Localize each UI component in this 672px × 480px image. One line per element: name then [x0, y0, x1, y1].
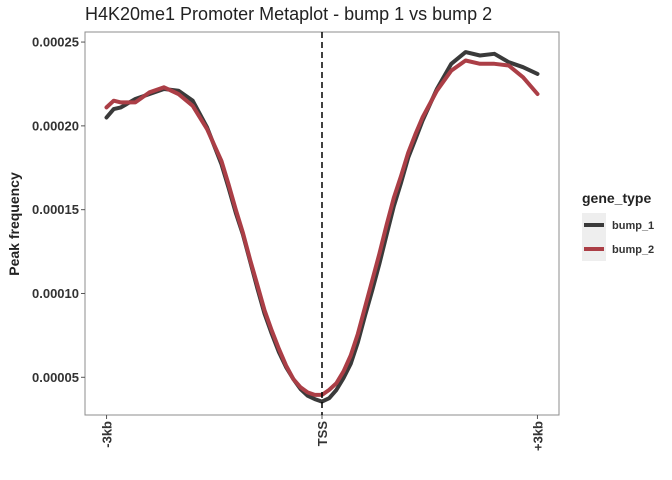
y-tick-label: 0.00025: [32, 35, 79, 50]
y-axis-title: Peak frequency: [6, 172, 22, 276]
legend-label-bump-2: bump_2: [612, 244, 654, 256]
legend-label-bump-1: bump_1: [612, 220, 654, 232]
y-tick-label: 0.00005: [32, 370, 79, 385]
y-tick-label: 0.00020: [32, 118, 79, 133]
x-tick-label: +3kb: [530, 421, 545, 451]
chart-title: H4K20me1 Promoter Metaplot - bump 1 vs b…: [85, 4, 492, 24]
x-tick-label: -3kb: [100, 421, 115, 448]
x-axis: -3kb TSS +3kb: [100, 415, 545, 451]
legend-items: bump_1 bump_2: [582, 213, 654, 261]
series-layer: [104, 50, 540, 404]
y-axis: 0.00005 0.00010 0.00015 0.00020 0.00025: [32, 35, 85, 385]
legend: gene_type bump_1 bump_2: [582, 190, 654, 261]
y-tick-label: 0.00015: [32, 202, 79, 217]
series-line-bump-2: [104, 58, 540, 397]
y-tick-label: 0.00010: [32, 286, 79, 301]
legend-title: gene_type: [582, 190, 651, 206]
x-tick-label: TSS: [315, 421, 330, 447]
